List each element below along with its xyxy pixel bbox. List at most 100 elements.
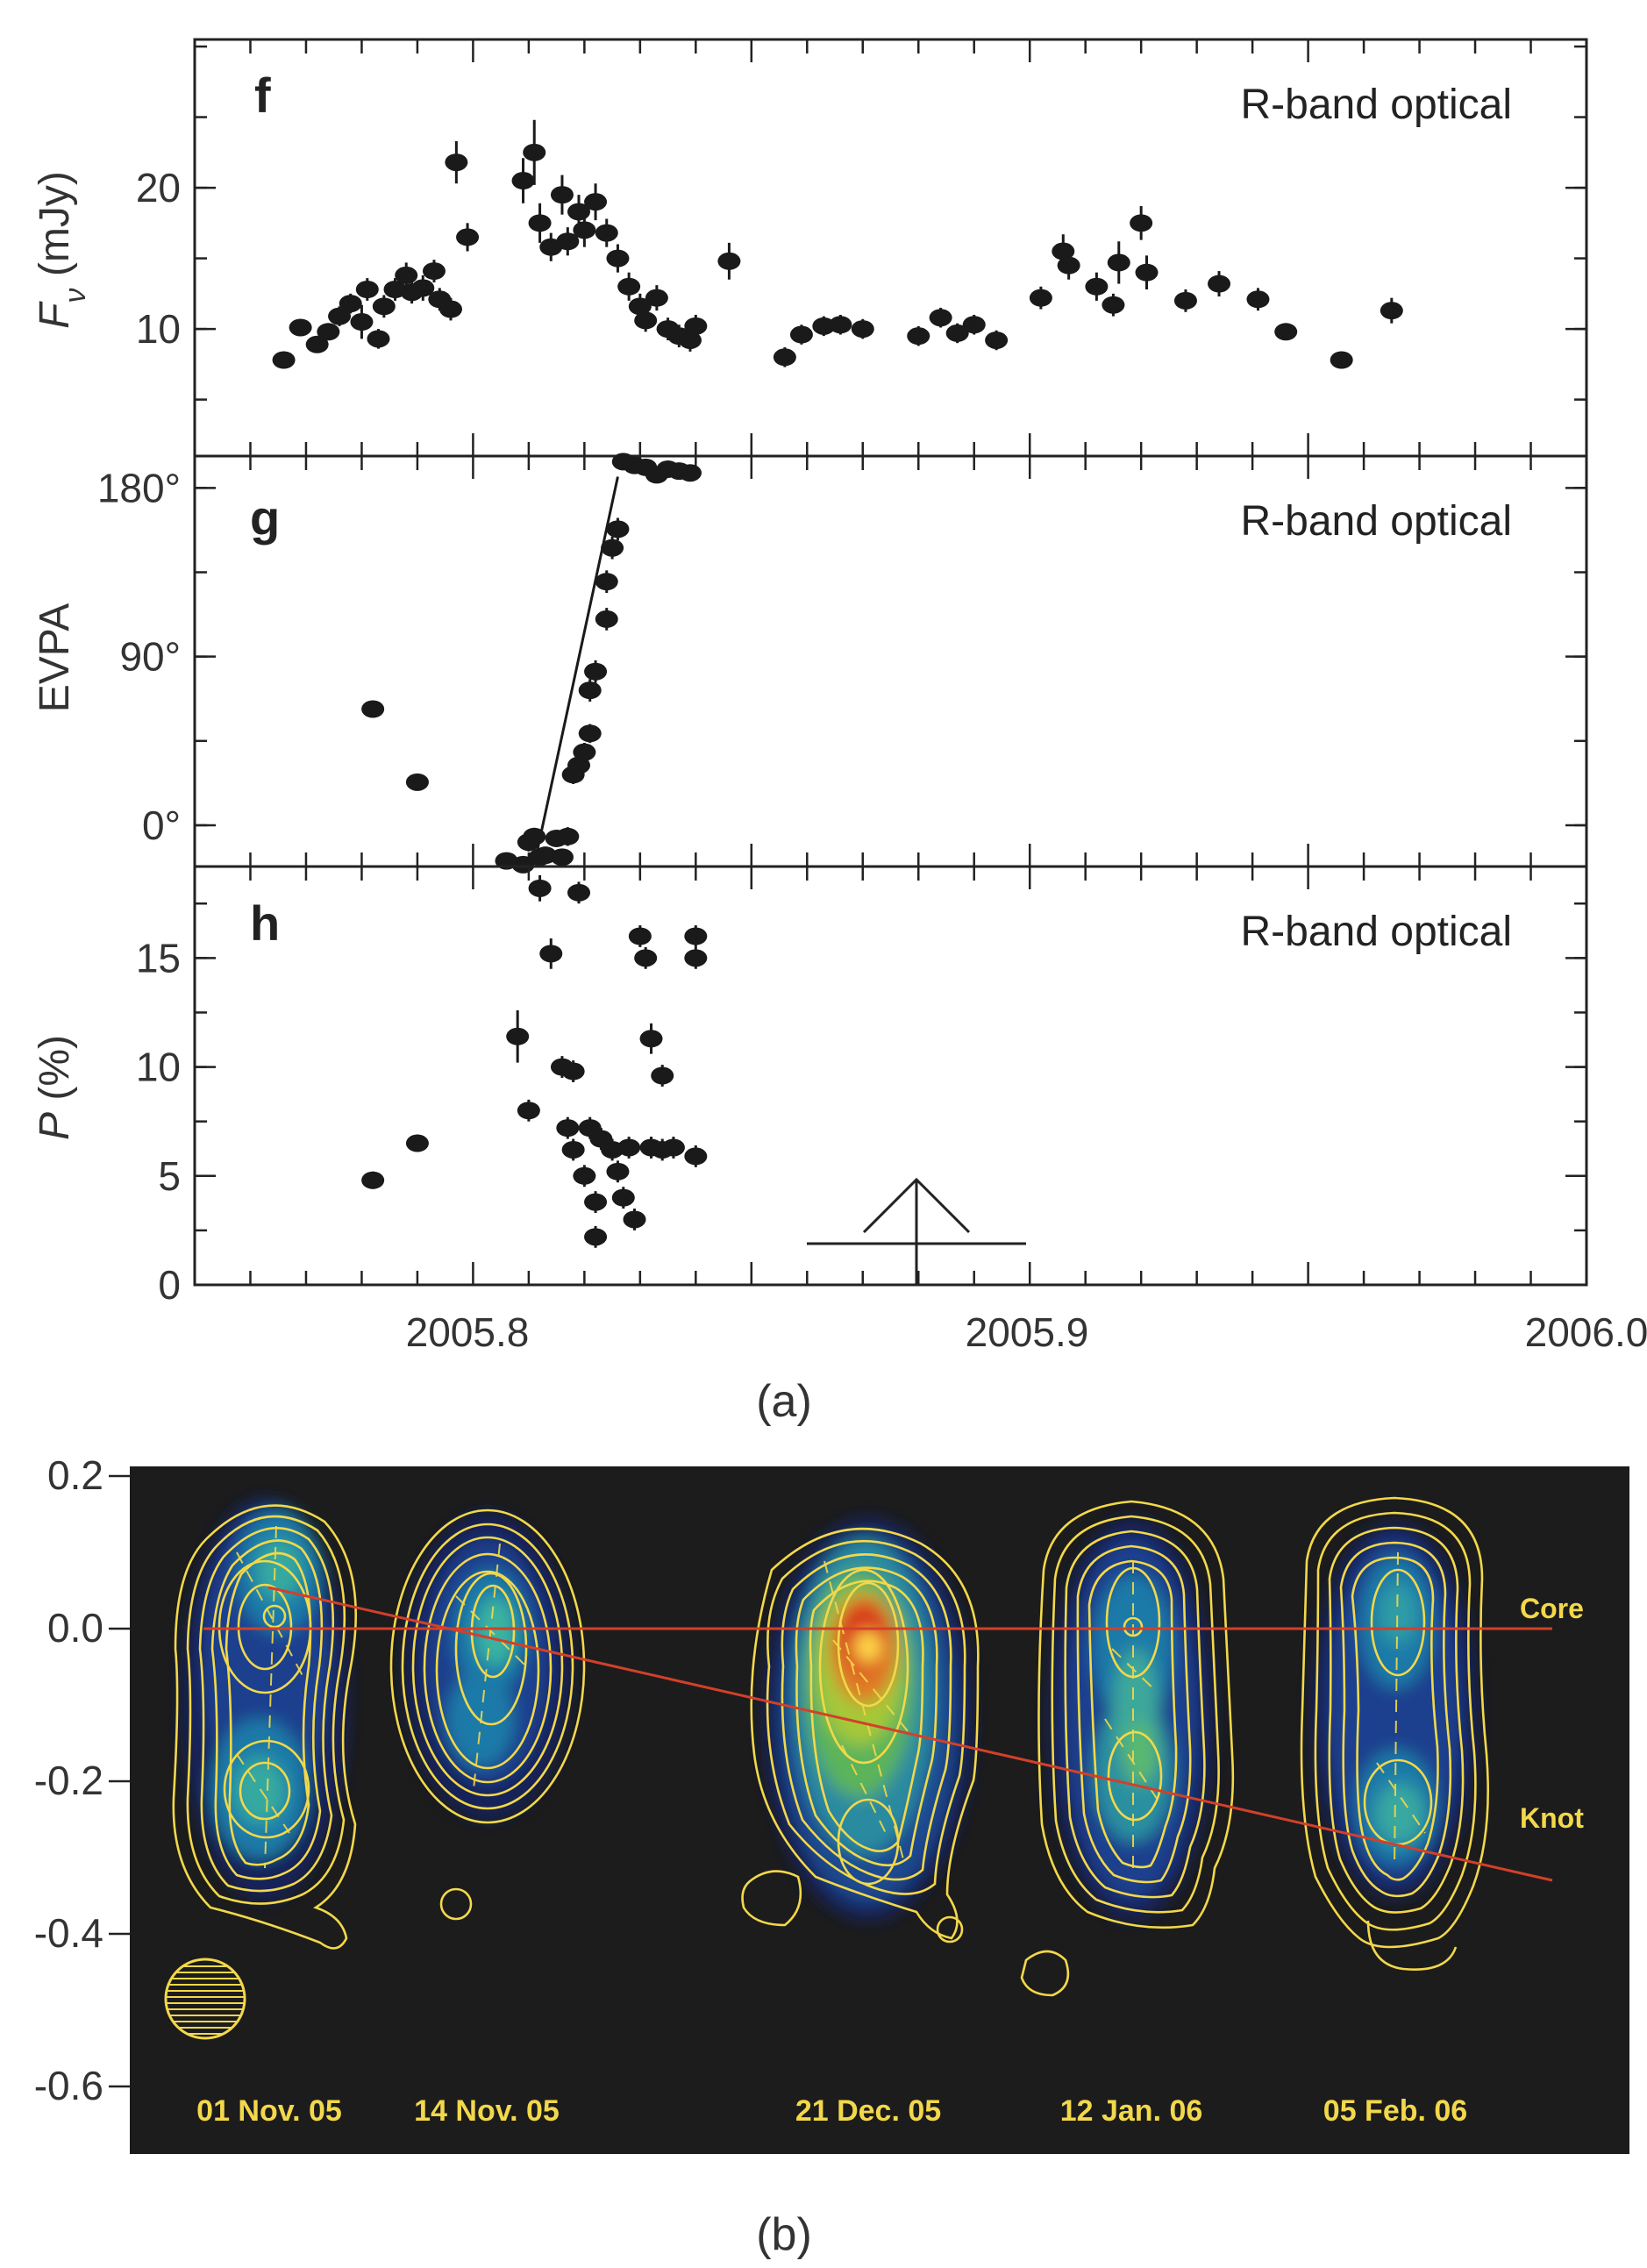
flux-data-point [595, 224, 618, 242]
polarization-data-point [506, 1027, 530, 1045]
polarization-data-point [623, 1210, 646, 1229]
knot-line [267, 1586, 1553, 1882]
flux-y-tick-label: 20 [136, 165, 181, 210]
evpa-y-tick-label: 0° [142, 802, 181, 848]
panel-letter-h: h [250, 895, 280, 951]
flux-data-point [985, 331, 1009, 349]
flux-data-point [317, 323, 340, 341]
flux-data-point [556, 232, 580, 251]
polarization-data-point [606, 1162, 630, 1180]
flux-data-point [1330, 351, 1353, 369]
y-axis-title-evpa: EVPA [32, 603, 78, 713]
flux-data-point [1130, 214, 1153, 232]
polarization-data-point [617, 1138, 641, 1157]
polarization-data-point [556, 1119, 580, 1138]
polarization-data-point [361, 1171, 385, 1189]
map-epoch-5 [1300, 1496, 1489, 1971]
x-tick-label-2006-0: 2006.0 [1525, 1309, 1647, 1355]
flux-unit: (mJy) [32, 171, 78, 288]
map-y-tick-label: 0.2 [47, 1452, 103, 1498]
evpa-data-point [601, 538, 624, 557]
polarization-data-point [405, 1134, 429, 1152]
flux-data-point [573, 221, 596, 239]
flux-data-point [1246, 290, 1270, 309]
flux-data-point [339, 295, 362, 313]
panel-a-light-curves: 10 20 0° 90° 180° 0 5 10 15 f g h R-band optic… [32, 38, 1647, 1427]
flux-data-point [272, 351, 296, 369]
flux-data-point [829, 316, 852, 334]
map-y-tick-label: -0.6 [34, 2063, 103, 2108]
flux-data-point [1029, 289, 1052, 307]
polarization-data-point [628, 927, 652, 945]
x-tick-label-2005-9: 2005.9 [966, 1309, 1089, 1355]
epoch-label: 21 Dec. 05 [795, 2094, 941, 2128]
map-y-tick-label: -0.4 [34, 1910, 103, 1956]
polarization-data-point [561, 1062, 585, 1081]
epoch-label: 12 Jan. 06 [1060, 2094, 1203, 2128]
flux-data-point [606, 249, 630, 267]
flux-data-point [550, 186, 574, 204]
evpa-fit-line [532, 476, 619, 866]
flux-data-point [511, 172, 535, 190]
evpa-y-tick-label: 180° [97, 465, 181, 510]
flux-data-point [355, 281, 379, 298]
evpa-data-point [578, 681, 602, 700]
polarization-y-tick-label: 0 [158, 1262, 181, 1308]
flux-data-point [634, 311, 658, 330]
flux-data-point [528, 214, 552, 232]
map-y-tick-label: 0.0 [47, 1605, 103, 1651]
polarization-data-point [528, 879, 552, 897]
evpa-data-point [523, 827, 546, 845]
polarization-y-tick-label: 15 [136, 935, 181, 981]
evpa-data-point [361, 700, 385, 718]
polarization-data-point [584, 1193, 608, 1211]
flux-data-point [789, 325, 813, 344]
epoch-label: 14 Nov. 05 [414, 2094, 560, 2128]
flux-data-point [1274, 323, 1298, 341]
flux-data-point [445, 153, 468, 172]
flux-data-point [962, 316, 986, 334]
flux-data-point [350, 313, 374, 332]
polarization-data-point [639, 1030, 663, 1048]
flux-data-point [717, 252, 741, 270]
map-epoch-1 [172, 1498, 358, 1950]
panel-letter-f: f [254, 68, 271, 123]
evpa-y-tick-label: 90° [119, 634, 181, 680]
polarization-y-tick-label: 10 [136, 1045, 181, 1090]
flux-data-point [456, 228, 480, 246]
flux-data-point [929, 309, 952, 327]
epoch-label: 01 Nov. 05 [196, 2094, 342, 2128]
flux-data-point [1173, 291, 1197, 310]
polarization-data-point [634, 949, 658, 967]
polarization-data-point [573, 1166, 596, 1185]
map-epoch-2 [389, 1508, 586, 1921]
flux-data-point [1057, 256, 1080, 275]
flux-data-point [395, 266, 418, 284]
y-axis-title-polarization: P (%) [32, 1035, 78, 1140]
panel-f-label: R-band optical [1240, 82, 1512, 128]
flux-data-point [411, 279, 435, 297]
evpa-data-point [550, 848, 574, 867]
flux-data-point [523, 143, 546, 161]
flux-data-point [907, 327, 930, 346]
flux-data-point [439, 300, 463, 318]
evpa-data-point [573, 743, 596, 761]
flux-panel: 10 20 [136, 38, 1588, 458]
panel-letter-g: g [250, 490, 280, 546]
flux-subscript: ν [59, 288, 92, 303]
polarization-data-point [684, 927, 708, 945]
evpa-data-point [606, 520, 630, 538]
polarization-data-point [584, 1228, 608, 1246]
flux-data-point [372, 297, 396, 316]
caption-a: (a) [756, 1376, 812, 1427]
flux-data-point [289, 318, 312, 337]
polarization-frame [193, 865, 1588, 1287]
polarization-y-tick-label: 5 [158, 1153, 181, 1199]
flux-data-point [645, 289, 668, 307]
epoch-label: 05 Feb. 06 [1323, 2094, 1467, 2128]
flux-data-point [945, 324, 969, 342]
evpa-data-point [578, 724, 602, 743]
core-label: Core [1520, 1593, 1584, 1624]
flux-data-point [684, 317, 708, 335]
